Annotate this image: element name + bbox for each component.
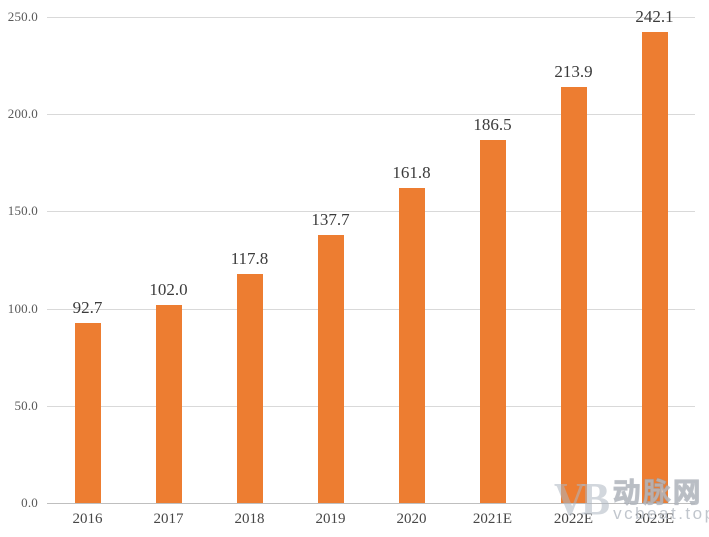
bar	[236, 273, 263, 503]
bar	[74, 322, 101, 503]
bar-value-label: 137.7	[311, 210, 350, 230]
gridline	[47, 17, 695, 18]
bar	[317, 235, 344, 503]
y-axis-tick-label: 50.0	[14, 397, 38, 413]
bar-value-label: 161.8	[392, 163, 431, 183]
gridline	[47, 308, 695, 310]
x-axis-tick-label: 2016	[72, 511, 103, 527]
bar-value-label: 186.5	[473, 115, 512, 135]
x-axis-tick-label: 2022E	[553, 511, 594, 527]
bar-value-label: 92.7	[72, 297, 103, 317]
bar	[560, 87, 587, 503]
gridline	[47, 114, 695, 116]
x-axis-tick-label: 2023E	[634, 511, 675, 527]
bar	[155, 304, 182, 503]
y-axis-tick-label: 150.0	[7, 203, 38, 219]
bar-value-label: 213.9	[554, 62, 593, 82]
bar	[398, 188, 425, 503]
x-axis-tick-label: 2019	[315, 511, 346, 527]
y-axis-tick-label: 200.0	[7, 106, 38, 122]
y-axis-tick-label: 100.0	[7, 300, 38, 316]
bar-value-label: 117.8	[230, 248, 269, 268]
y-axis-tick-label: 250.0	[7, 9, 38, 24]
gridline	[47, 211, 695, 213]
x-axis-line	[47, 503, 695, 504]
bar	[479, 140, 506, 503]
x-axis-tick-label: 2021E	[472, 511, 513, 527]
bar	[641, 32, 668, 503]
x-axis-tick-label: 2020	[396, 511, 427, 527]
x-axis-tick-label: 2018	[234, 511, 265, 527]
gridline	[47, 405, 695, 407]
bar-value-label: 242.1	[635, 7, 674, 27]
y-axis-tick-label: 0.0	[21, 495, 38, 510]
x-axis-tick-label: 2017	[153, 511, 184, 527]
bar-value-label: 102.0	[149, 279, 188, 299]
